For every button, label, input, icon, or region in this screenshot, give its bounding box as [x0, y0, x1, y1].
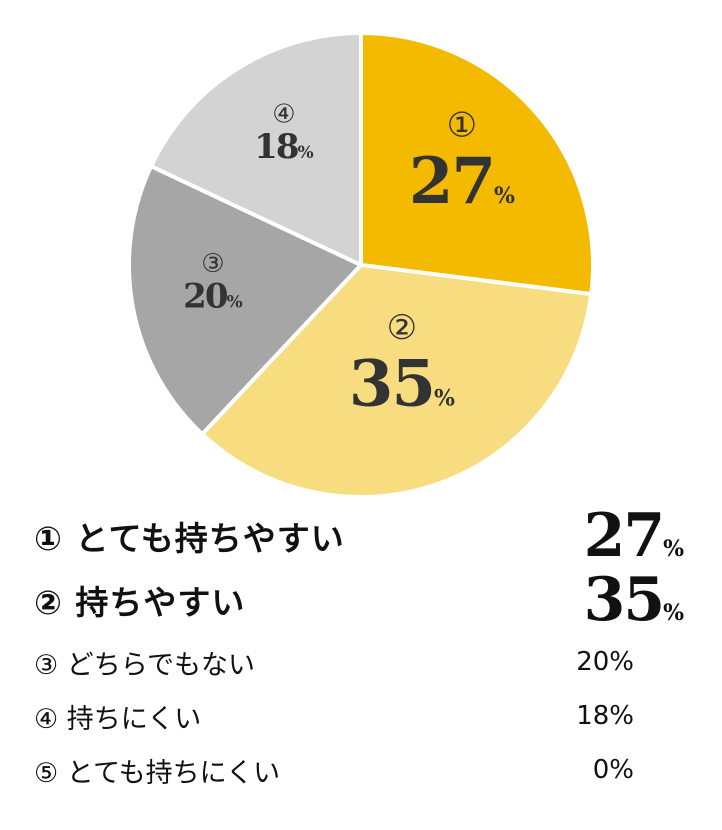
slice-label-1: 27%	[409, 144, 515, 219]
slice-label-2: 35%	[349, 346, 455, 421]
legend-value-4: 18%	[576, 701, 634, 731]
legend-value-1-number: 27	[583, 501, 665, 571]
slice-label-3: 20%	[183, 277, 242, 317]
legend-value-1-unit: %	[663, 536, 684, 562]
legend-value-5: 0%	[592, 755, 634, 785]
slice-label-4: 18%	[254, 127, 313, 167]
pie-slice-1	[359, 31, 595, 297]
legend-item-3: ③ どちらでもない 20%	[34, 642, 694, 682]
legend-label-4: ④ 持ちにくい	[34, 703, 202, 735]
slice-marker-3: ③	[201, 249, 224, 279]
legend-label-5: ⑤ とても持ちにくい	[34, 757, 281, 789]
slice-marker-1: ①	[447, 105, 477, 145]
legend-item-4: ④ 持ちにくい 18%	[34, 696, 694, 736]
legend-item-1: ① とても持ちやすい 27%	[34, 501, 694, 571]
legend-value-3: 20%	[576, 647, 634, 677]
legend-item-2: ② 持ちやすい 35%	[34, 565, 694, 635]
legend-label-1: ① とても持ちやすい	[34, 519, 345, 558]
pie-slice-2	[200, 263, 594, 499]
legend-item-5: ⑤ とても持ちにくい 0%	[34, 750, 694, 790]
pie-slice-3	[127, 164, 363, 437]
pie-slice-4	[149, 31, 363, 267]
slice-marker-4: ④	[272, 100, 295, 130]
legend-label-2: ② 持ちやすい	[34, 583, 246, 622]
legend-value-2-unit: %	[663, 600, 684, 626]
legend-label-3: ③ どちらでもない	[34, 649, 255, 681]
pie-chart: ①27% ②35% ③20% ④18%	[127, 31, 595, 499]
slice-marker-2: ②	[387, 308, 417, 348]
legend-value-1: 27%	[584, 501, 684, 571]
legend-value-2: 35%	[584, 565, 684, 635]
legend-value-2-number: 35	[583, 565, 665, 635]
